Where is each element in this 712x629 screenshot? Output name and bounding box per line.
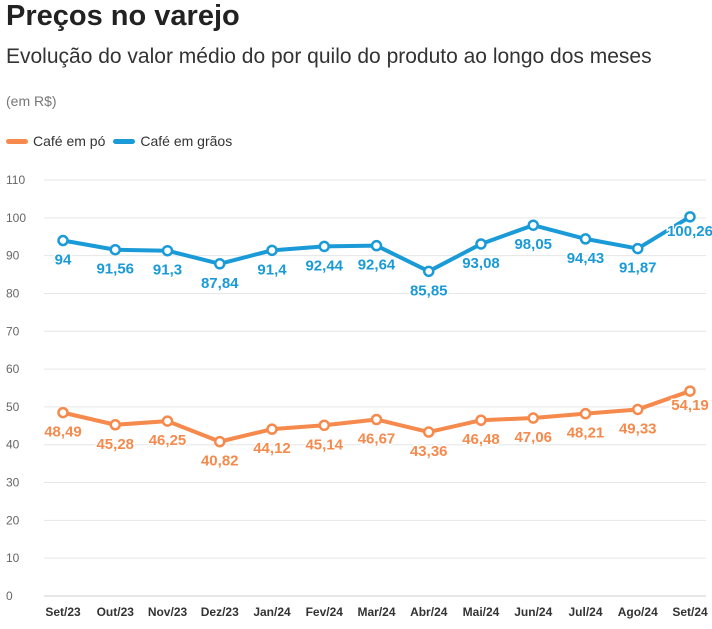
data-labels: 48,49 45,28 46,25 40,82 44,12 45,14 46,67 43,36… <box>43 221 712 471</box>
x-tick-label: Jun/24 <box>514 605 552 619</box>
data-label: 49,33 <box>619 420 657 437</box>
data-point[interactable] <box>527 412 539 424</box>
data-point[interactable] <box>109 243 121 256</box>
x-tick-label: Mar/24 <box>357 605 395 619</box>
data-point[interactable] <box>475 238 487 250</box>
y-axis-ticks: 0 10 20 30 40 50 60 70 80 90 100 110 <box>6 173 26 603</box>
data-point[interactable] <box>423 426 435 438</box>
data-label: 93,08 <box>462 255 500 272</box>
data-point[interactable] <box>266 244 278 257</box>
data-label: 85,85 <box>410 282 448 299</box>
data-label: 40,82 <box>201 453 239 470</box>
y-tick-label: 40 <box>6 438 20 452</box>
data-point[interactable] <box>684 385 696 397</box>
grid-lines <box>44 179 706 597</box>
y-tick-label: 0 <box>6 589 13 603</box>
y-tick-label: 80 <box>6 286 20 300</box>
y-tick-label: 100 <box>6 211 26 225</box>
data-label: 47,06 <box>514 429 552 446</box>
x-tick-label: Jan/24 <box>253 605 291 619</box>
data-label: 98,05 <box>514 236 552 253</box>
data-label: 45,14 <box>305 436 343 453</box>
data-point[interactable] <box>579 233 592 245</box>
legend-label-po: Café em pó <box>33 133 106 149</box>
data-label: 100,26 <box>667 223 712 240</box>
data-point[interactable] <box>370 413 383 426</box>
x-tick-label: Jul/24 <box>568 605 602 619</box>
x-tick-label: Fev/24 <box>306 605 344 619</box>
data-point[interactable] <box>109 419 121 431</box>
x-tick-label: Nov/23 <box>148 605 188 619</box>
data-point[interactable] <box>214 435 226 448</box>
data-label: 46,25 <box>149 432 187 449</box>
data-label: 91,3 <box>153 262 182 279</box>
data-point[interactable] <box>579 407 592 420</box>
legend: Café em pó Café em grãos <box>6 133 240 149</box>
data-label: 45,28 <box>96 436 134 453</box>
data-label: 48,49 <box>44 424 82 441</box>
data-point[interactable] <box>161 244 174 257</box>
legend-swatch-po <box>6 138 28 144</box>
x-tick-label: Ago/24 <box>618 605 658 619</box>
data-point[interactable] <box>57 234 69 247</box>
data-point[interactable] <box>684 211 696 223</box>
unit-note: (em R$) <box>6 93 57 109</box>
y-tick-label: 10 <box>6 551 20 565</box>
data-label: 54,19 <box>671 397 709 414</box>
data-label: 92,64 <box>358 257 396 274</box>
data-point[interactable] <box>318 240 330 253</box>
x-tick-label: Set/24 <box>672 605 708 619</box>
data-point[interactable] <box>475 414 487 426</box>
data-point[interactable] <box>632 242 644 255</box>
data-point[interactable] <box>266 423 278 435</box>
data-point[interactable] <box>214 258 226 270</box>
series-layer <box>57 211 696 448</box>
data-label: 44,12 <box>253 440 291 457</box>
data-point[interactable] <box>161 415 174 427</box>
data-label: 48,21 <box>567 425 605 442</box>
legend-swatch-graos <box>113 138 136 144</box>
y-tick-label: 110 <box>6 173 25 187</box>
chart-title: Preços no varejo <box>6 0 240 32</box>
data-label: 94 <box>55 252 72 269</box>
legend-item-po[interactable]: Café em pó <box>6 133 105 149</box>
data-label: 87,84 <box>201 275 239 292</box>
data-label: 94,43 <box>567 250 605 267</box>
data-label: 91,56 <box>96 261 134 278</box>
data-label: 92,44 <box>305 257 343 274</box>
data-label: 91,87 <box>619 260 657 277</box>
x-tick-label: Out/23 <box>97 605 135 619</box>
data-point[interactable] <box>527 219 539 231</box>
legend-item-graos[interactable]: Café em grãos <box>113 133 232 149</box>
x-tick-label: Dez/23 <box>201 605 239 619</box>
y-tick-label: 50 <box>6 400 20 414</box>
data-label: 46,48 <box>462 431 500 448</box>
x-axis-ticks: Set/23 Out/23 Nov/23 Dez/23 Jan/24 Fev/24 Mar/… <box>45 605 708 619</box>
y-tick-label: 70 <box>6 324 20 338</box>
data-label: 46,67 <box>358 431 396 448</box>
x-tick-label: Set/23 <box>45 605 81 619</box>
x-tick-label: Mai/24 <box>463 605 500 619</box>
legend-label-graos: Café em grãos <box>140 133 233 149</box>
data-point[interactable] <box>57 406 69 419</box>
data-point[interactable] <box>318 419 330 432</box>
data-label: 43,36 <box>410 443 448 460</box>
y-tick-label: 60 <box>6 362 20 376</box>
data-point[interactable] <box>632 403 644 416</box>
data-label: 91,4 <box>257 261 287 278</box>
y-tick-label: 20 <box>6 513 20 527</box>
chart-subtitle: Evolução do valor médio do por quilo do … <box>6 45 652 68</box>
data-point[interactable] <box>423 265 435 278</box>
data-point[interactable] <box>370 239 383 252</box>
y-tick-label: 30 <box>6 476 20 490</box>
x-tick-label: Abr/24 <box>410 605 448 619</box>
y-tick-label: 90 <box>6 249 20 263</box>
